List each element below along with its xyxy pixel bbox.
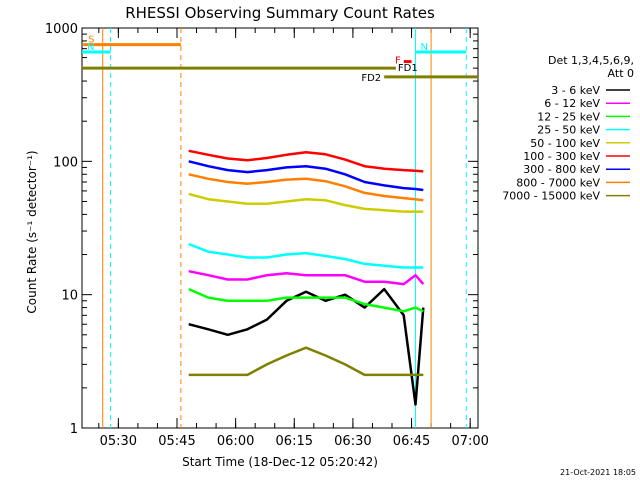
flag-label: FD1 xyxy=(398,63,418,74)
x-tick-label: 05:45 xyxy=(158,434,195,449)
x-tick-label: 06:45 xyxy=(393,434,430,449)
legend-label: 3 - 6 keV xyxy=(551,84,600,97)
series-line-3 xyxy=(188,242,424,269)
series-line-6 xyxy=(188,160,424,192)
x-tick-label: 06:00 xyxy=(217,434,254,449)
x-tick-label: 07:00 xyxy=(451,434,488,449)
chart-title: RHESSI Observing Summary Count Rates xyxy=(125,4,435,22)
legend-label: 800 - 7000 keV xyxy=(516,176,600,189)
legend-label: 300 - 800 keV xyxy=(523,163,600,176)
series-line-5 xyxy=(188,149,424,173)
legend-label: 100 - 300 keV xyxy=(523,150,600,163)
flag-label: FD2 xyxy=(361,73,381,84)
series-line-2 xyxy=(188,287,424,313)
y-axis-label: Count Rate (s⁻¹ detector⁻¹) xyxy=(25,150,39,313)
legend-label: 7000 - 15000 keV xyxy=(502,190,600,203)
y-tick-label: 10 xyxy=(61,289,78,304)
flag-label: N xyxy=(420,42,427,53)
flag-label: N xyxy=(87,42,94,53)
flag-label: F xyxy=(395,56,401,67)
legend-label: 12 - 25 keV xyxy=(537,110,600,123)
legend-label: 6 - 12 keV xyxy=(544,97,600,110)
series-line-4 xyxy=(188,192,424,213)
y-tick-label: 1000 xyxy=(45,22,78,37)
legend-header: Det 1,3,4,5,6,9, xyxy=(548,54,634,67)
x-tick-label: 06:15 xyxy=(276,434,313,449)
legend-label: 50 - 100 keV xyxy=(530,137,600,150)
series-line-8 xyxy=(188,346,424,377)
x-tick-label: 06:30 xyxy=(334,434,371,449)
x-tick-label: 05:30 xyxy=(100,434,137,449)
flag-label: S xyxy=(88,35,94,46)
footer-date: 21-Oct-2021 18:05 xyxy=(560,468,636,477)
legend-attenuator: Att 0 xyxy=(608,67,634,80)
series-line-7 xyxy=(188,173,424,202)
series-line-1 xyxy=(188,269,425,286)
legend-label: 25 - 50 keV xyxy=(537,124,600,137)
x-axis-label: Start Time (18-Dec-12 05:20:42) xyxy=(182,455,378,469)
plot-area: 1 10 100 1000 05:30 05:45 06:00 06:15 06:30 06:45… xyxy=(45,22,489,449)
plot-frame xyxy=(81,27,479,429)
y-tick-label: 100 xyxy=(53,155,78,170)
y-tick-label: 1 xyxy=(70,422,78,437)
